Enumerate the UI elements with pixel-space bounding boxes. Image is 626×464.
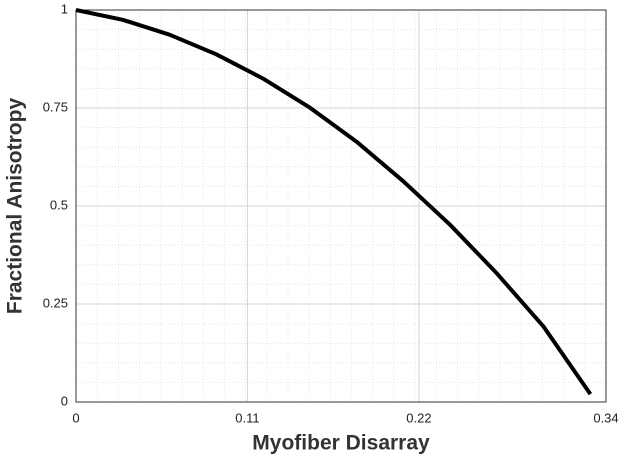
x-tick-label: 0.11 xyxy=(235,410,259,425)
y-axis-label: Fractional Anisotropy xyxy=(4,98,27,315)
data-line xyxy=(75,8,593,396)
y-tick-label: 1 xyxy=(61,1,68,16)
y-tick-label: 0.75 xyxy=(43,99,68,114)
x-tick-label: 0.34 xyxy=(593,410,618,425)
y-tick-label: 0 xyxy=(61,393,68,408)
x-axis-label: Myofiber Disarray xyxy=(252,432,430,455)
y-tick-label: 0.5 xyxy=(50,197,68,212)
x-tick-label: 0 xyxy=(72,410,79,425)
plot-frame xyxy=(75,9,607,403)
x-tick-label: 0.22 xyxy=(406,410,431,425)
y-tick-label: 0.25 xyxy=(43,295,68,310)
